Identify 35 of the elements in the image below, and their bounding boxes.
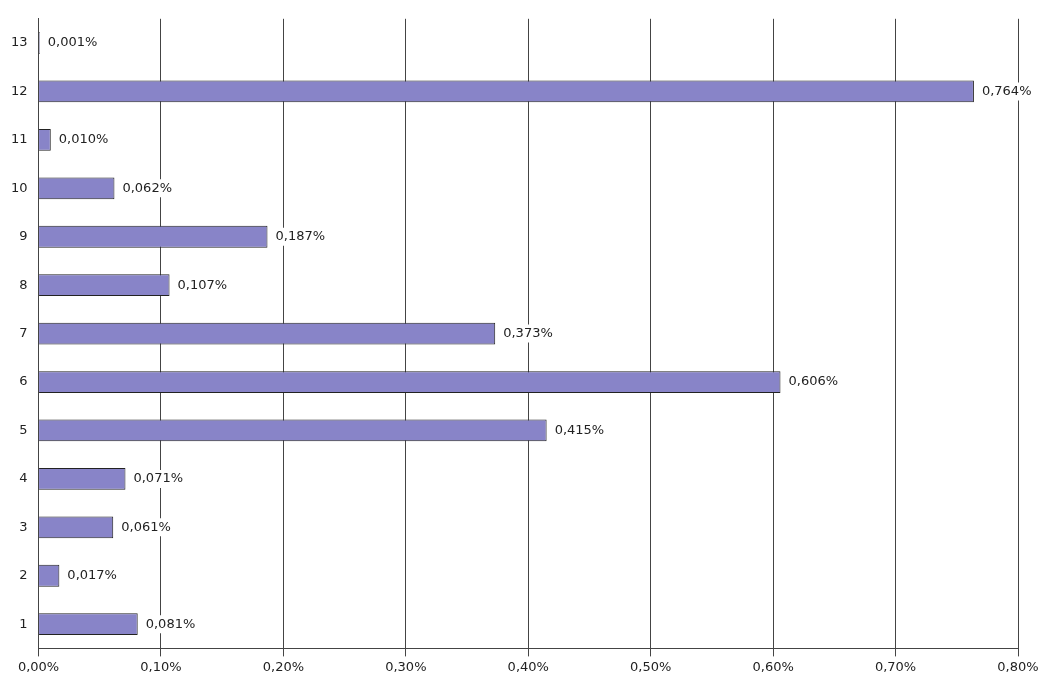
y-tick-label: 8 [19,276,28,292]
data-label: 0,764% [981,82,1032,98]
x-tick-label: 0,80% [997,658,1039,674]
y-tick-label: 6 [19,373,28,389]
y-tick-label: 11 [11,131,28,147]
x-tick-label: 0,60% [752,658,794,674]
data-label: 0,606% [788,373,839,389]
data-label: 0,001% [47,34,98,50]
y-tick-label: 2 [19,567,28,583]
y-tick-label: 1 [19,615,28,631]
data-label: 0,415% [554,421,605,437]
x-tick-label: 0,00% [17,658,60,674]
data-label: 0,071% [133,470,184,486]
data-label: 0,187% [275,228,326,244]
y-tick-label: 10 [11,179,28,195]
y-tick-label: 12 [11,82,28,98]
x-tick-label: 0,50% [630,658,672,674]
y-tick-label: 5 [19,421,28,437]
y-tick-label: 4 [19,470,28,486]
x-tick-label: 0,70% [874,658,917,674]
y-tick-label: 9 [19,228,28,244]
data-label: 0,017% [67,567,117,583]
data-label: 0,373% [503,324,553,340]
data-label: 0,062% [122,179,173,195]
y-tick-label: 7 [19,324,28,340]
y-tick-label: 3 [19,518,28,534]
data-label: 0,081% [145,615,196,631]
x-tick-label: 0,30% [385,658,427,674]
data-label: 0,061% [121,518,171,534]
x-tick-label: 0,10% [140,658,182,674]
x-tick-label: 0,40% [507,658,549,674]
data-label: 0,107% [177,276,228,292]
x-tick-label: 0,20% [262,658,305,674]
data-label: 0,010% [58,131,109,147]
y-tick-label: 13 [11,34,28,50]
